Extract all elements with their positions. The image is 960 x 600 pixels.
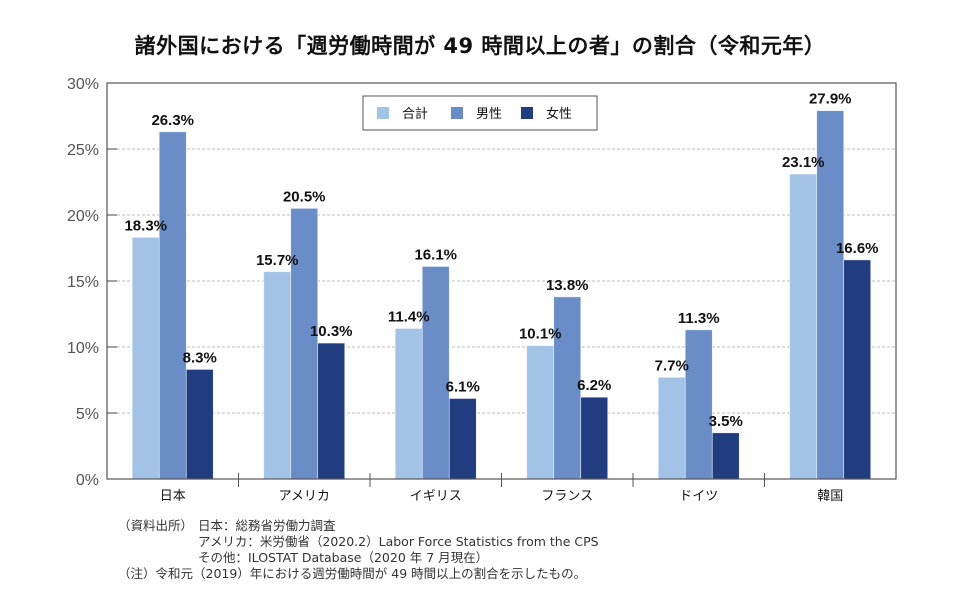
data-label: 10.1%: [519, 326, 562, 343]
bar-女性: [448, 398, 477, 480]
data-label: 6.1%: [446, 378, 480, 395]
data-label: 26.3%: [151, 112, 194, 129]
data-label: 18.3%: [124, 217, 167, 234]
bar-男性: [684, 329, 713, 480]
bar-女性: [711, 432, 740, 480]
axes: 0% 5% 10% 15% 20% 25% 30% 日本 アメリカ イギリス フランス ドイツ 韓国: [67, 76, 897, 504]
x-tick-label: アメリカ: [279, 489, 330, 504]
bar-女性: [843, 259, 872, 480]
data-label: 16.1%: [414, 246, 457, 263]
legend: 合計 男性 女性: [362, 95, 598, 131]
data-label: 23.1%: [782, 154, 825, 171]
y-tick-label: 30%: [67, 76, 99, 93]
bar-女性: [317, 342, 346, 480]
legend-swatch: [521, 107, 533, 119]
x-tick-label: 韓国: [817, 489, 843, 504]
x-tick-label: イギリス: [410, 489, 462, 504]
data-label: 16.6%: [836, 240, 879, 257]
y-tick-label: 20%: [67, 208, 99, 225]
gridlines: [107, 148, 896, 414]
source-line: 日本：総務省労働力調査: [198, 518, 336, 533]
legend-swatch: [377, 107, 389, 119]
x-tick-label: フランス: [541, 489, 593, 504]
data-label: 7.7%: [655, 357, 689, 374]
bar-合計: [131, 237, 160, 480]
data-label: 11.3%: [678, 310, 720, 327]
data-label: 3.5%: [709, 413, 743, 430]
legend-box: [362, 95, 598, 131]
data-labels: 18.3% 26.3% 8.3% 15.7% 20.5% 10.3% 11.4% 16.1% 6…: [124, 91, 878, 430]
x-tick-label: 日本: [160, 489, 186, 504]
data-label: 8.3%: [183, 349, 217, 366]
bar-男性: [158, 131, 187, 480]
data-label: 27.9%: [809, 91, 852, 108]
legend-label: 女性: [546, 106, 572, 122]
bar-男性: [816, 110, 845, 480]
bar-合計: [526, 345, 555, 480]
data-label: 11.4%: [388, 309, 430, 326]
bar-合計: [789, 173, 818, 480]
data-label: 20.5%: [283, 188, 326, 205]
legend-label: 合計: [402, 106, 428, 122]
source-label: （資料出所）: [118, 518, 194, 533]
bar-男性: [421, 266, 450, 480]
data-label: 6.2%: [577, 377, 611, 394]
bar-chart: 18.3% 26.3% 8.3% 15.7% 20.5% 10.3% 11.4% 16.1% 6…: [67, 76, 897, 504]
y-tick-label: 0%: [76, 472, 99, 489]
bar-男性: [290, 208, 319, 480]
legend-swatch: [451, 107, 463, 119]
y-tick-label: 15%: [67, 274, 99, 291]
bar-男性: [553, 296, 582, 480]
chart-title: 諸外国における「週労働時間が 49 時間以上の者」の割合（令和元年）: [134, 34, 826, 58]
x-tick-label: ドイツ: [679, 489, 718, 504]
source-line: その他：ILOSTAT Database（2020 年 7 月現在）: [198, 550, 489, 565]
data-label: 15.7%: [256, 252, 299, 269]
legend-label: 男性: [476, 107, 502, 122]
y-tick-label: 5%: [76, 406, 99, 423]
data-label: 13.8%: [546, 277, 589, 294]
bar-合計: [263, 271, 292, 480]
data-label: 10.3%: [310, 323, 353, 340]
bar-合計: [394, 328, 423, 480]
source-line: アメリカ：米労働省（2020.2）Labor Force Statistics …: [198, 534, 599, 549]
bar-女性: [185, 369, 214, 480]
y-tick-label: 25%: [67, 142, 99, 159]
bar-女性: [580, 396, 609, 480]
bars: [131, 110, 872, 480]
y-tick-label: 10%: [67, 340, 99, 357]
bar-合計: [657, 377, 686, 480]
source-notes: （資料出所） 日本：総務省労働力調査 アメリカ：米労働省（2020.2）Labo…: [118, 518, 599, 582]
footnote: （注）令和元（2019）年における週労働時間が 49 時間以上の割合を示したもの…: [118, 566, 587, 581]
